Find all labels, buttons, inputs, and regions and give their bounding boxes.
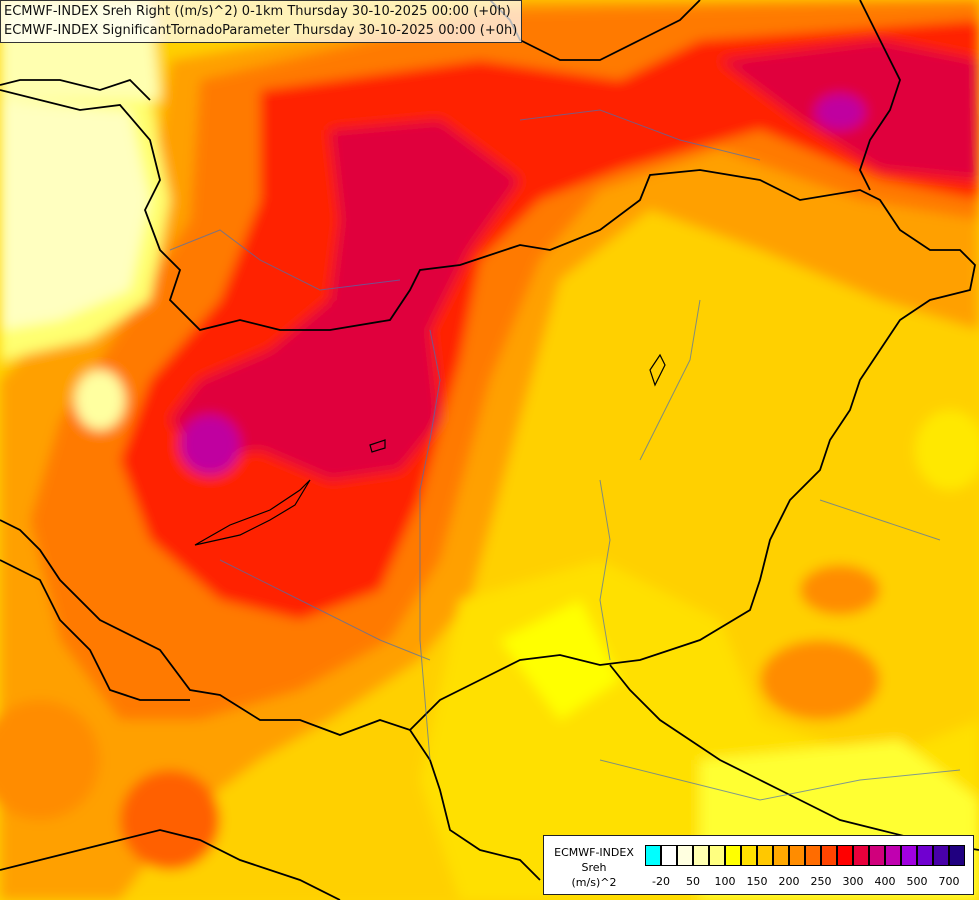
legend-swatch	[757, 845, 773, 866]
legend-variable: Sreh	[581, 861, 607, 874]
legend-tick-label: 300	[842, 875, 864, 888]
legend-unit: (m/s)^2	[571, 876, 617, 889]
legend-tick-label: 200	[778, 875, 800, 888]
legend-swatch	[709, 845, 725, 866]
title-sreh: ECMWF-INDEX Sreh Right ((m/s)^2) 0-1km T…	[4, 4, 511, 19]
legend-tick-label: 150	[746, 875, 768, 888]
legend-swatch	[693, 845, 709, 866]
legend-tick-label: 500	[906, 875, 928, 888]
title-stp: ECMWF-INDEX SignificantTornadoParameter …	[4, 23, 518, 38]
legend-tick-label: 50	[686, 875, 700, 888]
legend-swatch	[677, 845, 693, 866]
legend-swatch	[869, 845, 885, 866]
map-title-box: ECMWF-INDEX Sreh Right ((m/s)^2) 0-1km T…	[0, 0, 523, 43]
legend-ticks: -20 50 100 150 200 250 300 400 500 700	[645, 875, 975, 889]
legend-model: ECMWF-INDEX	[554, 846, 634, 859]
color-legend: ECMWF-INDEX Sreh (m/s)^2 -20 50 100 150 200 2…	[543, 835, 974, 895]
legend-tick-label: -20	[652, 875, 670, 888]
legend-label: ECMWF-INDEX Sreh (m/s)^2	[548, 845, 640, 890]
legend-swatch	[741, 845, 757, 866]
legend-swatch	[837, 845, 853, 866]
legend-tick-label: 100	[714, 875, 736, 888]
legend-swatch	[821, 845, 837, 866]
legend-swatch	[805, 845, 821, 866]
rivers	[169, 109, 961, 801]
legend-swatch	[917, 845, 933, 866]
legend-swatch	[773, 845, 789, 866]
legend-swatch	[949, 845, 965, 866]
legend-tick-label: 250	[810, 875, 832, 888]
legend-swatch	[853, 845, 869, 866]
legend-swatch	[901, 845, 917, 866]
legend-tick-label: 700	[938, 875, 960, 888]
legend-swatch	[933, 845, 949, 866]
legend-tick-label: 400	[874, 875, 896, 888]
legend-swatch	[885, 845, 901, 866]
legend-swatch	[725, 845, 741, 866]
legend-swatch	[789, 845, 805, 866]
legend-swatch	[645, 845, 661, 866]
legend-swatch	[661, 845, 677, 866]
legend-swatches	[645, 845, 965, 866]
lakes	[194, 353, 666, 546]
